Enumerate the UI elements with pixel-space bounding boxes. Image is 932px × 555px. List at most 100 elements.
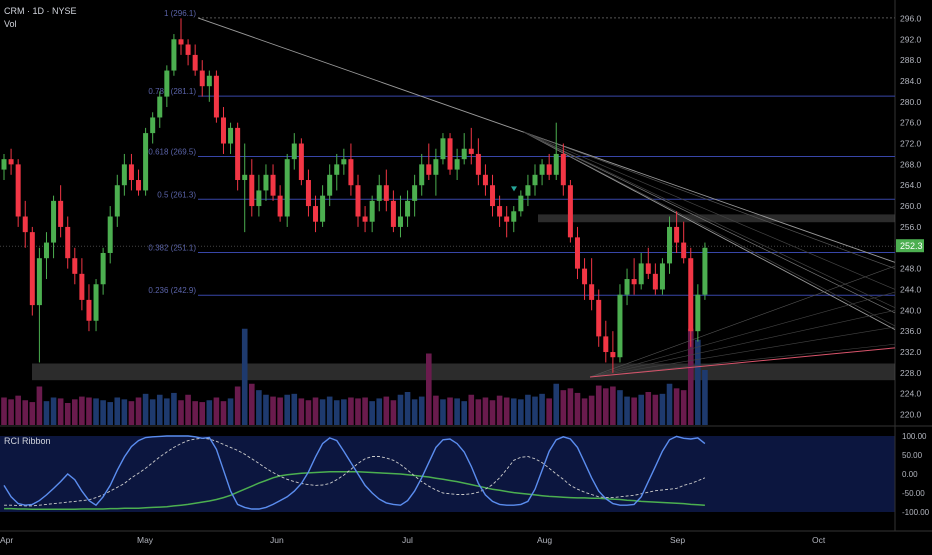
fan-line (589, 291, 896, 378)
rci-tick-label: 100.00 (902, 432, 927, 441)
candle (348, 159, 354, 186)
volume-bar (192, 401, 198, 425)
volume-bar (234, 386, 241, 425)
price-tick-label: 276.0 (900, 118, 922, 128)
rci-tick-label: 50.00 (902, 451, 923, 460)
support-resistance-zone (538, 214, 895, 223)
volume-bar (610, 386, 616, 425)
volume-bar (588, 395, 595, 425)
price-tick-label: 236.0 (900, 326, 922, 336)
fib-level-label: 0.5 (261.3) (157, 190, 196, 199)
candle (652, 273, 658, 290)
volume-bar (546, 398, 552, 425)
candle (284, 159, 290, 217)
volume-bar (553, 383, 560, 425)
candle (504, 216, 510, 222)
volume-bar (206, 400, 213, 425)
candle (610, 352, 616, 358)
volume-bar (525, 394, 531, 425)
candle (298, 143, 304, 181)
candle (79, 273, 85, 300)
volume-bar (164, 398, 170, 425)
volume-bar (1, 397, 7, 425)
fan-line (589, 265, 896, 378)
volume-bar (135, 397, 142, 425)
candle (490, 185, 496, 207)
volume-bar (36, 386, 43, 425)
volume-bar (333, 400, 340, 425)
candle (291, 143, 297, 160)
volume-bar (468, 394, 475, 425)
time-tick-label: Sep (670, 535, 685, 545)
price-tick-label: 248.0 (900, 264, 922, 274)
volume-bar (291, 393, 298, 425)
price-tick-label: 228.0 (900, 368, 922, 378)
volume-bar (652, 394, 659, 425)
candle (235, 127, 241, 181)
volume-bar (475, 399, 482, 425)
candle (199, 70, 205, 87)
volume-bar (603, 388, 609, 425)
price-tick-label: 220.0 (900, 410, 922, 420)
volume-bar (178, 400, 184, 425)
candle (8, 159, 14, 165)
candle (334, 164, 340, 175)
volume-bar (72, 399, 78, 425)
candle (369, 200, 375, 222)
candle (525, 185, 531, 196)
candle (1, 159, 7, 170)
candle (390, 200, 396, 227)
candle (107, 216, 113, 253)
candle (270, 174, 276, 196)
volume-bar (496, 395, 503, 425)
volume-bar (687, 328, 694, 425)
candle (136, 180, 142, 191)
volume-bar (539, 393, 545, 425)
price-tick-label: 288.0 (900, 55, 922, 65)
volume-bar (503, 397, 510, 425)
candle (631, 279, 637, 285)
volume-bar (362, 397, 368, 425)
price-tick-label: 232.0 (900, 347, 922, 357)
rci-long-line (4, 470, 705, 511)
volume-bar (418, 396, 425, 425)
time-tick-label: May (137, 535, 154, 545)
price-tick-label: 292.0 (900, 34, 922, 44)
candle (638, 263, 644, 285)
candle (22, 216, 28, 233)
candle (114, 185, 120, 217)
volume-bar (560, 390, 567, 425)
volume-bar (29, 402, 36, 425)
volume-bar (22, 400, 29, 425)
candle (475, 153, 481, 175)
candle (397, 216, 403, 227)
volume-bar (638, 394, 644, 425)
candle (256, 190, 262, 207)
volume-bar (93, 398, 99, 425)
volume-bar (8, 399, 14, 425)
price-tick-label: 256.0 (900, 222, 922, 232)
volume-bar (659, 393, 666, 425)
volume-bar (86, 397, 92, 425)
volume-bar (263, 394, 269, 425)
rci-tick-label: -50.00 (902, 489, 925, 498)
volume-bar (426, 353, 432, 425)
volume-bar (376, 398, 383, 425)
price-tick-label: 224.0 (900, 389, 922, 399)
volume-bar (645, 392, 652, 425)
volume-bar (284, 394, 290, 425)
candle (178, 39, 184, 45)
volume-bar (213, 397, 220, 425)
candle (362, 216, 368, 222)
candle (228, 127, 234, 144)
fan-line (589, 310, 896, 378)
candle (674, 226, 680, 243)
candle (143, 133, 149, 191)
price-tick-label: 268.0 (900, 159, 922, 169)
volume-bar (581, 398, 588, 425)
volume-bar (433, 395, 439, 425)
price-tick-label: 284.0 (900, 76, 922, 86)
candle (171, 39, 177, 71)
